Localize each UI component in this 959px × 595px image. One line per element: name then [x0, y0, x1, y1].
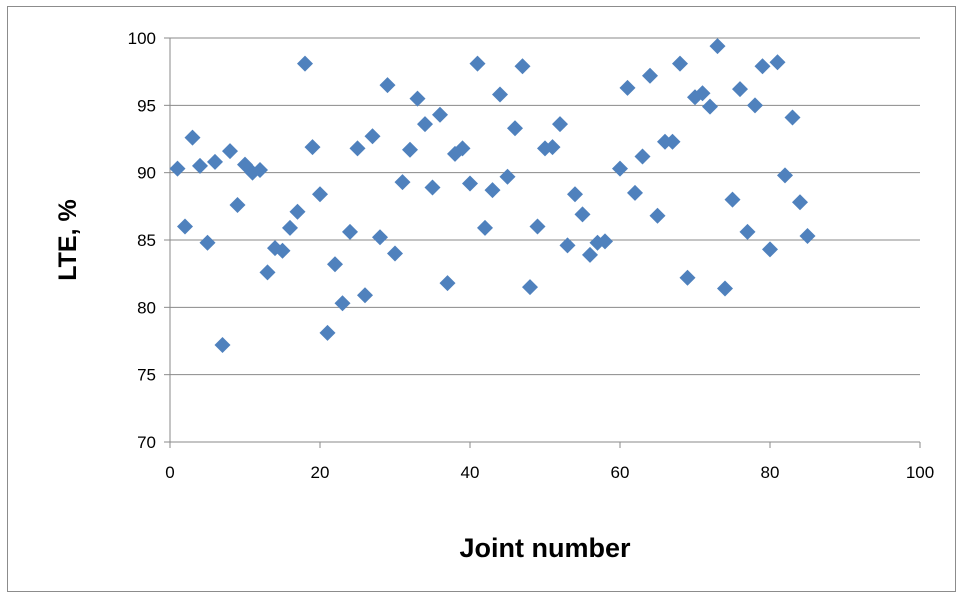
data-point: [522, 279, 538, 296]
data-point: [454, 140, 471, 157]
data-point: [597, 233, 613, 250]
data-point: [252, 161, 268, 178]
x-tick-label: 100: [906, 463, 934, 482]
data-points: [169, 38, 816, 354]
data-point: [582, 246, 598, 263]
data-point: [784, 109, 801, 126]
data-point: [769, 54, 786, 71]
data-point: [612, 160, 628, 177]
data-point: [552, 116, 568, 133]
data-point: [529, 218, 546, 235]
data-point: [634, 148, 651, 165]
data-point: [627, 184, 643, 201]
data-point: [724, 191, 741, 208]
data-point: [619, 79, 636, 96]
chart-frame: [7, 6, 956, 592]
y-tick-label: 80: [137, 298, 156, 317]
data-point: [702, 98, 718, 115]
data-point: [792, 194, 808, 211]
data-point: [754, 58, 771, 75]
data-point: [402, 141, 418, 158]
data-point: [672, 55, 688, 72]
y-tick-label: 85: [137, 231, 156, 250]
data-point: [334, 295, 351, 312]
data-point: [327, 256, 343, 273]
y-tick-label: 95: [137, 96, 156, 115]
data-point: [732, 81, 748, 98]
data-point: [222, 143, 238, 160]
data-point: [559, 237, 576, 254]
y-tick-label: 70: [137, 433, 156, 452]
data-point: [192, 157, 208, 174]
data-point: [297, 55, 313, 72]
x-tick-label: 0: [165, 463, 174, 482]
data-point: [492, 86, 508, 103]
data-point: [214, 337, 231, 354]
data-point: [184, 129, 201, 146]
data-point: [259, 264, 276, 281]
data-point: [777, 167, 793, 184]
data-point: [574, 206, 591, 223]
data-point: [357, 287, 373, 304]
data-point: [649, 207, 666, 224]
data-point: [364, 128, 381, 145]
data-point: [739, 223, 756, 240]
data-point: [507, 120, 523, 137]
data-point: [409, 90, 426, 107]
data-point: [439, 275, 456, 292]
data-point: [349, 140, 366, 157]
y-tick-label: 75: [137, 366, 156, 385]
x-tick-label: 80: [761, 463, 780, 482]
data-point: [282, 219, 298, 236]
data-point: [372, 229, 388, 246]
x-tick-label: 40: [461, 463, 480, 482]
data-point: [342, 223, 358, 240]
data-point: [642, 67, 658, 84]
data-point: [394, 174, 411, 191]
data-point: [499, 168, 516, 185]
data-point: [432, 106, 448, 123]
data-point: [544, 139, 561, 156]
data-point: [747, 97, 763, 114]
data-point: [762, 241, 778, 258]
data-point: [717, 280, 733, 297]
y-axis-title: LTE, %: [54, 199, 82, 280]
data-point: [799, 227, 816, 244]
data-point: [177, 218, 193, 235]
x-axis-title: Joint number: [459, 533, 630, 563]
y-tick-label: 100: [128, 29, 156, 48]
data-point: [424, 179, 441, 196]
gridlines: [170, 37, 920, 376]
data-point: [169, 160, 186, 177]
data-point: [274, 242, 291, 259]
data-point: [694, 85, 711, 102]
x-tick-label: 60: [611, 463, 630, 482]
axes: [164, 37, 921, 448]
data-point: [417, 116, 433, 133]
x-tick-label: 20: [311, 463, 330, 482]
y-tick-labels: 70 75 80 85 90 95 100: [128, 29, 156, 452]
data-point: [379, 77, 396, 94]
data-point: [387, 245, 403, 262]
data-point: [304, 139, 321, 156]
x-tick-labels: 0 20 40 60 80 100: [165, 463, 934, 482]
data-point: [709, 38, 726, 55]
data-point: [312, 186, 328, 203]
data-point: [679, 269, 696, 286]
data-point: [207, 153, 223, 170]
data-point: [469, 55, 486, 72]
data-point: [484, 182, 501, 199]
y-tick-label: 90: [137, 164, 156, 183]
data-point: [567, 186, 583, 203]
data-point: [664, 133, 681, 150]
data-point: [289, 203, 306, 220]
data-point: [229, 196, 246, 213]
data-point: [462, 175, 478, 192]
data-point: [477, 219, 493, 236]
data-point: [199, 234, 216, 251]
data-point: [514, 58, 531, 75]
data-point: [319, 324, 336, 341]
